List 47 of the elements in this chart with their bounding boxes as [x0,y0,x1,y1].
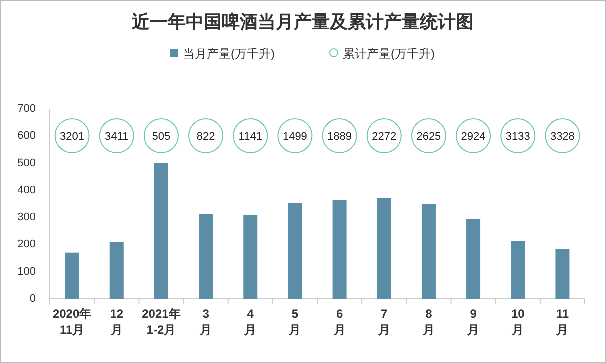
text: 3133 [506,131,530,143]
text: 505 [152,131,171,143]
bar [377,198,392,299]
y-tick-label: 600 [18,130,36,142]
text: 1889 [328,131,352,143]
x-tick-label: 8 月 [422,307,435,337]
bar [110,242,124,299]
y-tick-label: 400 [18,184,36,196]
bar [244,215,258,299]
bar [288,203,302,299]
bar [511,241,526,299]
text: 1141 [238,131,262,143]
x-tick-label: 2020年 11月 [52,307,92,337]
chart-title: 近一年中国啤酒当月产量及累计产量统计图 [131,12,474,32]
bar [556,249,570,299]
text: 3411 [105,131,129,143]
text: 822 [196,131,216,143]
bar [154,163,168,299]
bar [422,204,436,299]
text: 3328 [550,131,575,143]
y-tick-label: 500 [18,157,36,170]
x-tick-label: 2021年 1-2月 [142,307,181,337]
x-tick-label: 5 月 [288,307,302,337]
text: 2924 [461,131,486,143]
legend-label: 当月产量(万千升) [183,47,275,61]
x-tick-label: 9 月 [466,307,480,337]
x-tick-label: 3 月 [199,307,212,337]
text: 2272 [372,131,397,143]
x-tick-label: 12 月 [110,307,124,337]
x-tick-label: 6 月 [332,307,346,337]
x-tick-label: 10 月 [511,307,526,337]
x-tick-label: 7 月 [377,307,390,337]
y-tick-label: 200 [18,238,36,251]
legend-label: 累计产量(万千升) [343,47,435,61]
text: 1499 [282,131,308,143]
y-tick-label: 700 [18,103,36,115]
bar [65,252,80,299]
bar [332,200,347,299]
x-tick-label: 11 月 [556,307,570,337]
text: 2625 [416,131,442,143]
y-tick-label: 300 [18,212,36,224]
bar [199,214,214,299]
y-tick-label: 0 [30,293,36,305]
y-tick-label: 100 [18,266,36,278]
bar [466,219,481,299]
text: 3201 [60,131,85,143]
x-tick-label: 4 月 [244,307,257,337]
